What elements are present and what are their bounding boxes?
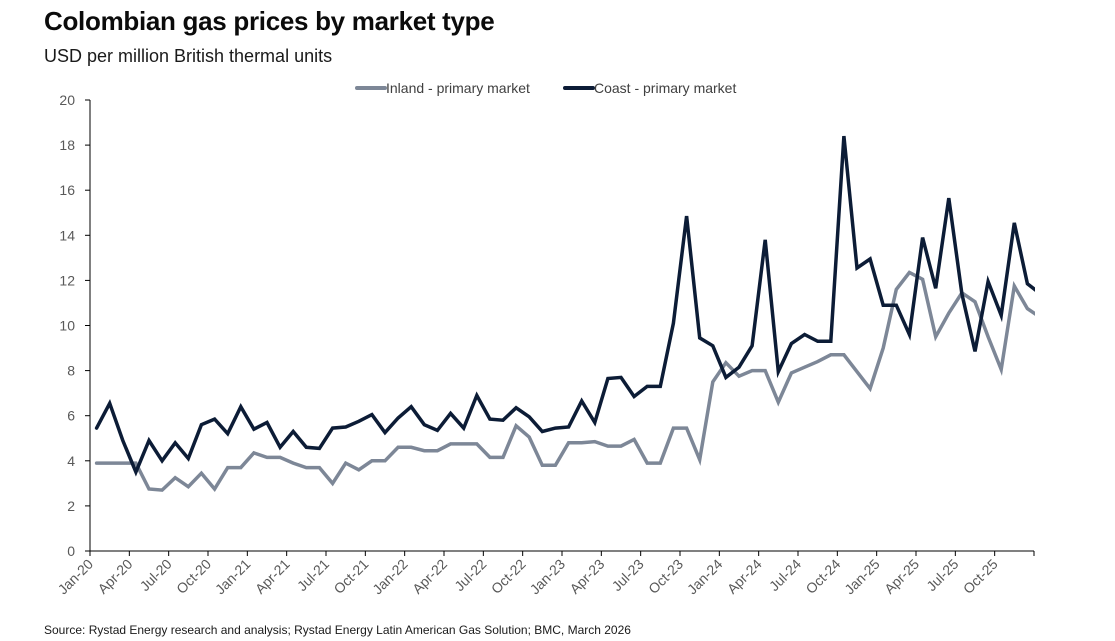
y-tick-label: 2	[67, 498, 75, 514]
x-tick-label: Apr-25	[881, 556, 922, 597]
chart-subtitle: USD per million British thermal units	[44, 46, 333, 66]
legend-label-inland: Inland - primary market	[386, 80, 530, 96]
x-tick-label: Oct-20	[173, 556, 214, 597]
series-line-inland	[94, 270, 1035, 492]
y-tick-label: 4	[67, 453, 75, 469]
x-tick-label: Oct-24	[802, 556, 843, 597]
source-note: Source: Rystad Energy research and analy…	[44, 623, 631, 637]
y-tick-label: 0	[67, 543, 75, 559]
series-line-coast	[94, 135, 1035, 477]
x-tick-label: Oct-21	[330, 556, 371, 597]
x-tick-label: Jul-25	[923, 556, 961, 594]
x-tick-label: Jul-24	[766, 556, 804, 594]
y-tick-label: 18	[59, 137, 75, 153]
y-axis: 0 2 4 6 8 10 12 14 16 18 20	[59, 92, 91, 559]
y-tick-label: 10	[59, 318, 75, 334]
x-tick-label: Oct-25	[960, 556, 1001, 597]
legend: Inland - primary market Coast - primary …	[355, 80, 736, 96]
y-tick-label: 8	[67, 363, 75, 379]
legend-item-coast[interactable]: Coast - primary market	[563, 80, 736, 96]
y-tick-label: 12	[59, 272, 75, 288]
x-tick-label: Apr-24	[724, 556, 765, 597]
x-tick-label: Jan-24	[684, 556, 726, 598]
x-tick-label: Oct-22	[488, 556, 529, 597]
x-tick-label: Apr-21	[252, 556, 293, 597]
x-tick-label: Apr-22	[409, 556, 450, 597]
x-tick-label: Jul-23	[609, 556, 647, 594]
x-tick-label: Jan-25	[841, 556, 883, 598]
x-tick-label: Jul-20	[137, 556, 175, 594]
x-tick-label: Jul-21	[294, 556, 332, 594]
y-tick-label: 14	[59, 227, 75, 243]
legend-item-inland[interactable]: Inland - primary market	[355, 80, 530, 96]
x-tick-label: Apr-23	[566, 556, 607, 597]
legend-label-coast: Coast - primary market	[594, 80, 736, 96]
y-tick-label: 20	[59, 92, 75, 108]
series-group	[94, 135, 1035, 492]
x-tick-label: Jan-21	[212, 556, 254, 598]
x-tick-label: Jul-22	[451, 556, 489, 594]
chart-title: Colombian gas prices by market type	[44, 6, 495, 36]
x-tick-label: Oct-23	[645, 556, 686, 597]
x-tick-label: Jan-22	[369, 556, 411, 598]
x-tick-label: Jan-20	[55, 556, 97, 598]
x-tick-label: Jan-23	[527, 556, 569, 598]
y-tick-label: 6	[67, 408, 75, 424]
x-tick-label: Apr-20	[94, 556, 135, 597]
y-tick-label: 16	[59, 182, 75, 198]
